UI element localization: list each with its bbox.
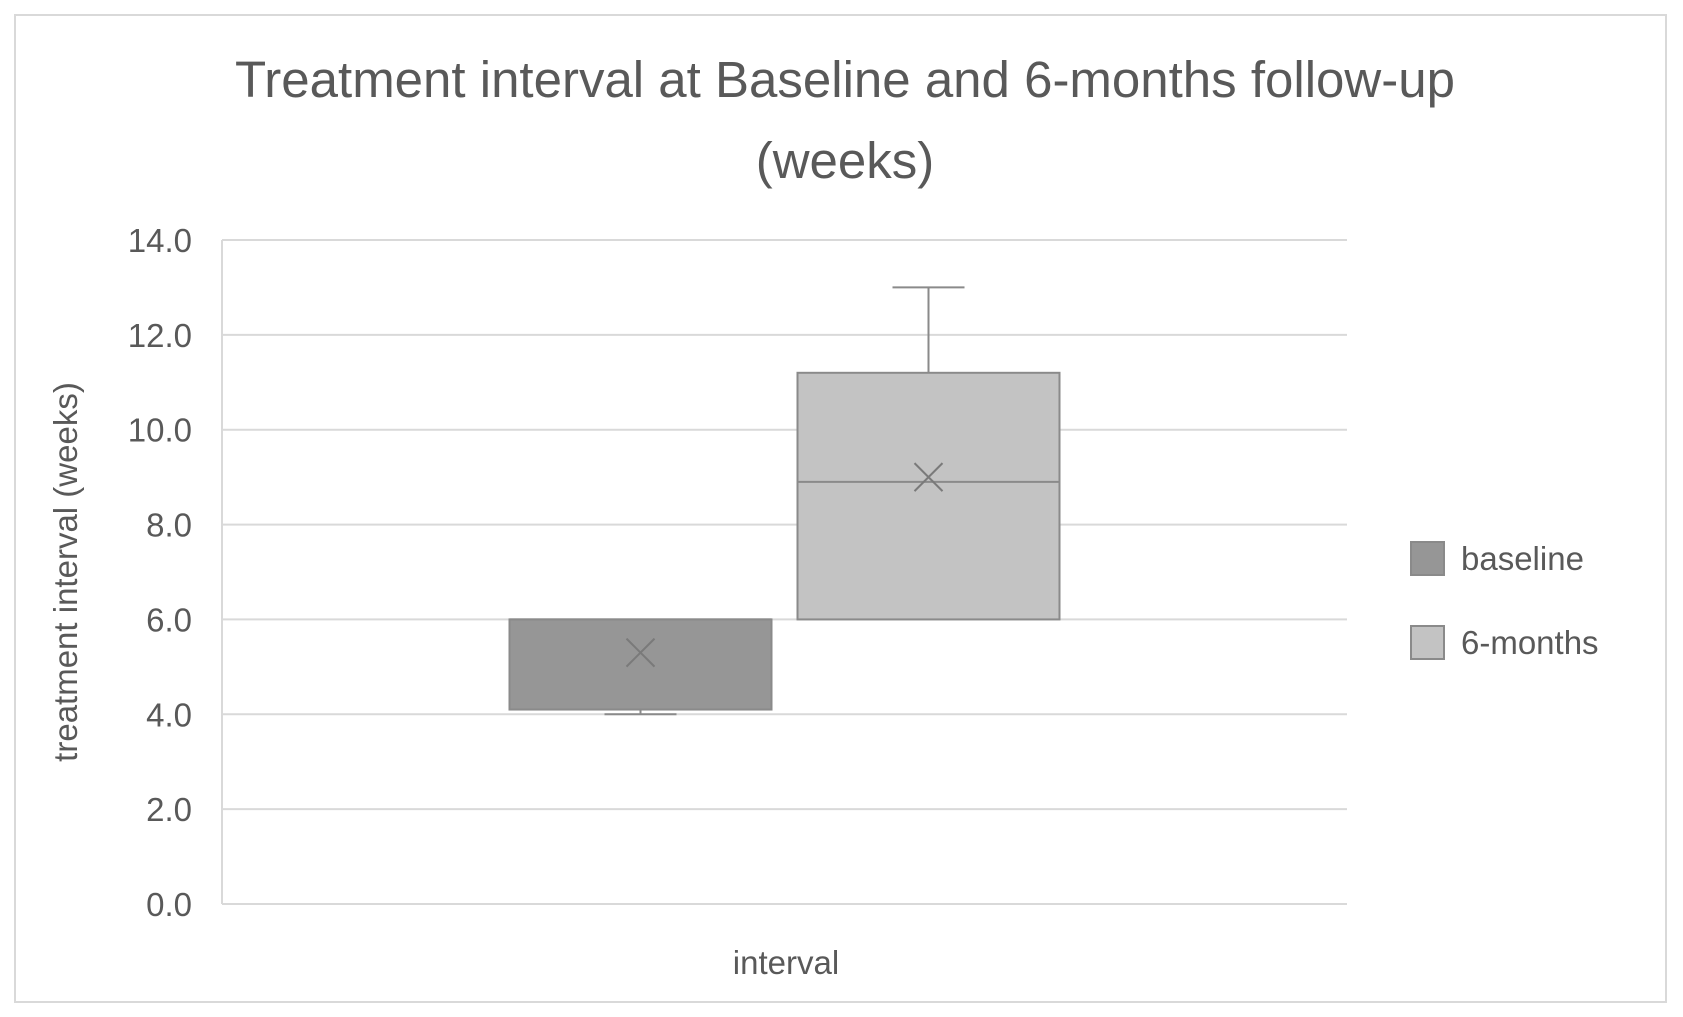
legend-label-baseline: baseline — [1461, 540, 1584, 577]
y-tick-label: 14.0 — [128, 222, 192, 259]
y-axis-label: treatment interval (weeks) — [47, 382, 84, 762]
legend-swatch-6-months — [1410, 625, 1445, 660]
legend: baseline 6-months — [1410, 540, 1599, 661]
y-tick-label: 12.0 — [128, 317, 192, 354]
y-tick-label: 10.0 — [128, 412, 192, 449]
legend-label-6-months: 6-months — [1461, 624, 1599, 661]
y-tick-label: 4.0 — [146, 696, 192, 733]
box-iqr — [796, 371, 1061, 621]
chart-title-line-2: (weeks) — [756, 132, 935, 189]
y-tick-label: 6.0 — [146, 601, 192, 638]
box-6-months — [796, 286, 1061, 621]
y-tick-label: 2.0 — [146, 791, 192, 828]
legend-swatch-baseline — [1410, 541, 1445, 576]
y-tick-label: 0.0 — [146, 886, 192, 923]
box-plot-area — [508, 286, 1061, 716]
box-baseline — [508, 618, 773, 716]
box-iqr — [508, 618, 773, 711]
x-axis-label: interval — [733, 944, 839, 981]
y-tick-labels: 0.0 2.0 4.0 6.0 8.0 10.0 12.0 14.0 — [128, 222, 192, 923]
y-tick-label: 8.0 — [146, 507, 192, 544]
chart-title-line-1: Treatment interval at Baseline and 6-mon… — [235, 51, 1455, 108]
gridlines — [221, 239, 1347, 905]
mean-marker — [913, 462, 944, 492]
mean-marker — [625, 637, 656, 668]
